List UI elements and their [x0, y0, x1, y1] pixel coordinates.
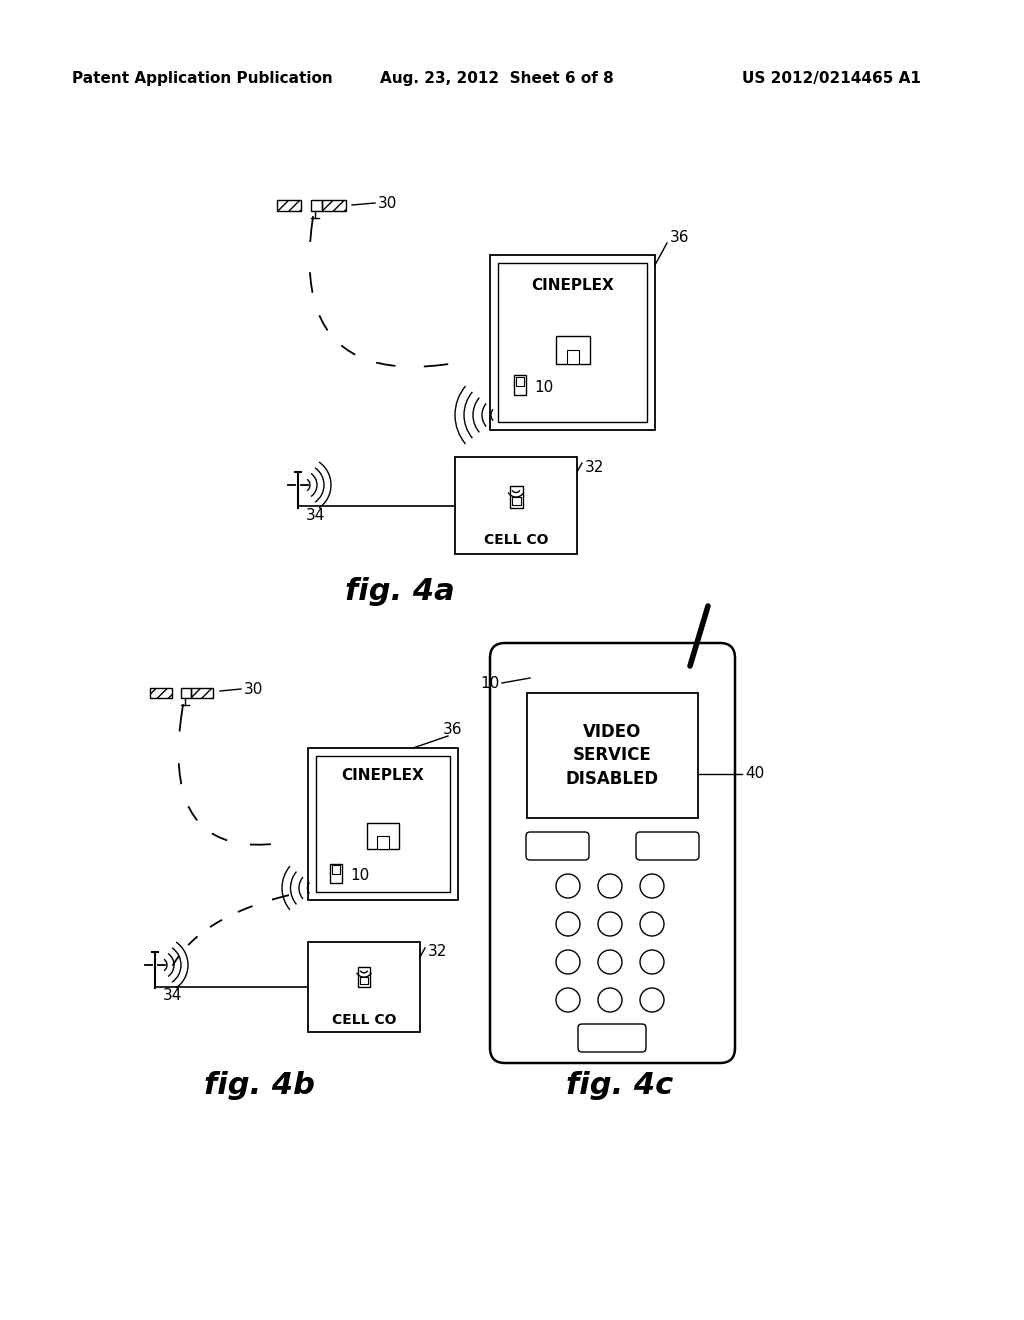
Circle shape: [640, 950, 664, 974]
Bar: [566, 350, 579, 364]
Bar: [455, 457, 577, 554]
Bar: [331, 863, 342, 883]
Bar: [512, 498, 520, 504]
Circle shape: [640, 874, 664, 898]
Text: CELL CO: CELL CO: [332, 1012, 396, 1027]
Text: 30: 30: [244, 681, 263, 697]
Text: VIDEO
SERVICE
DISABLED: VIDEO SERVICE DISABLED: [566, 723, 659, 788]
Bar: [555, 337, 590, 364]
Text: fig. 4a: fig. 4a: [345, 578, 455, 606]
Bar: [308, 942, 420, 1032]
Text: 36: 36: [443, 722, 463, 738]
Bar: [332, 866, 340, 874]
FancyBboxPatch shape: [578, 1024, 646, 1052]
Bar: [310, 199, 322, 210]
Circle shape: [640, 912, 664, 936]
Bar: [316, 756, 450, 892]
Bar: [510, 486, 522, 508]
Bar: [498, 263, 647, 422]
Text: 32: 32: [428, 945, 447, 960]
Text: 36: 36: [670, 230, 689, 244]
Circle shape: [598, 987, 622, 1012]
Circle shape: [598, 912, 622, 936]
Circle shape: [556, 950, 580, 974]
Text: Aug. 23, 2012  Sheet 6 of 8: Aug. 23, 2012 Sheet 6 of 8: [380, 70, 613, 86]
Text: 40: 40: [745, 766, 764, 781]
Bar: [191, 688, 213, 698]
Text: 10: 10: [480, 676, 500, 690]
Circle shape: [598, 950, 622, 974]
Bar: [181, 688, 191, 698]
Bar: [514, 375, 526, 395]
Bar: [516, 378, 524, 385]
Text: fig. 4b: fig. 4b: [205, 1071, 315, 1100]
Circle shape: [556, 912, 580, 936]
Text: 34: 34: [306, 507, 326, 523]
Text: fig. 4c: fig. 4c: [566, 1071, 674, 1100]
Bar: [278, 199, 301, 210]
FancyBboxPatch shape: [636, 832, 699, 861]
Text: Patent Application Publication: Patent Application Publication: [72, 70, 333, 86]
Text: CELL CO: CELL CO: [483, 533, 548, 546]
FancyBboxPatch shape: [526, 832, 589, 861]
Bar: [490, 255, 655, 430]
Circle shape: [598, 874, 622, 898]
Bar: [367, 822, 399, 849]
Text: CINEPLEX: CINEPLEX: [342, 768, 424, 784]
Bar: [357, 966, 370, 987]
Bar: [322, 199, 345, 210]
Circle shape: [556, 874, 580, 898]
Text: 30: 30: [378, 195, 397, 210]
Text: US 2012/0214465 A1: US 2012/0214465 A1: [742, 70, 921, 86]
Text: 32: 32: [585, 459, 604, 474]
Bar: [377, 836, 389, 849]
FancyBboxPatch shape: [490, 643, 735, 1063]
Text: 34: 34: [163, 987, 182, 1002]
Text: CINEPLEX: CINEPLEX: [531, 277, 613, 293]
Bar: [151, 688, 172, 698]
Text: 10: 10: [534, 380, 553, 395]
Circle shape: [556, 987, 580, 1012]
Circle shape: [640, 987, 664, 1012]
Bar: [308, 748, 458, 900]
Bar: [527, 693, 698, 818]
Text: 10: 10: [350, 867, 370, 883]
Bar: [359, 977, 369, 985]
